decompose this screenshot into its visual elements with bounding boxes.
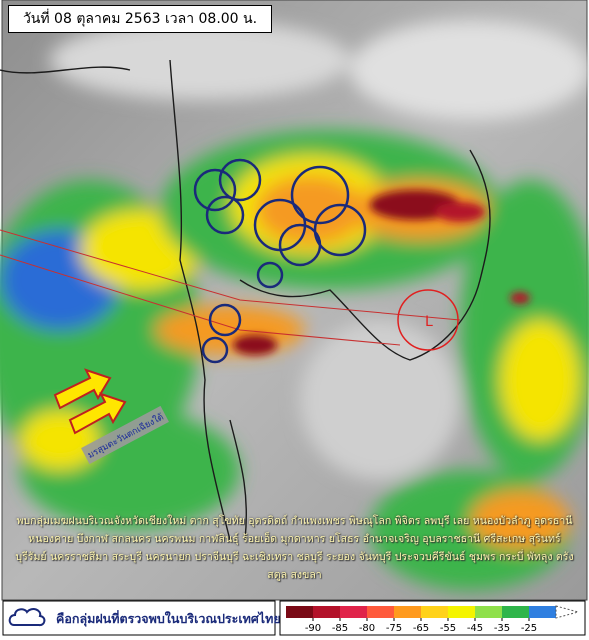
colorbar-tick-label: -90 [305, 623, 321, 634]
title: วันที่ 08 ตุลาคม 2563 เวลา 08.00 น. [8, 5, 272, 33]
colorbar-segment [340, 606, 367, 618]
monsoon-arrows [53, 368, 127, 435]
colorbar-segment [313, 606, 340, 618]
colorbar-tick-label: -75 [386, 623, 402, 634]
colorbar-segment [448, 606, 475, 618]
intense-cells [233, 190, 530, 355]
colorbar-tick-label: -35 [494, 623, 510, 634]
monsoon-label-box [81, 405, 169, 465]
colorbar-tick-label: -80 [359, 623, 375, 634]
colorbar-tick-label: -55 [440, 623, 456, 634]
low-pressure-circle [397, 289, 459, 351]
colorbar-segment [394, 606, 421, 618]
colorbar-segment [502, 606, 529, 618]
colorbar-tick-label: -25 [521, 623, 537, 634]
coastlines [0, 59, 491, 541]
colorbar-end [555, 605, 580, 619]
colorbar-segment [367, 606, 394, 618]
colorbar-segment [286, 606, 313, 618]
colorbar: -90 -85 -80 -75 -65 -55 -45 -35 -25 [286, 605, 580, 634]
colorbar-tick-label: -85 [332, 623, 348, 634]
summary-text: พบกลุ่มเมฆฝนบริเวณจังหวัดเชียงใหม่ ตาก ส… [15, 515, 574, 581]
colorbar-segment [475, 606, 502, 618]
low-pressure-label: L [425, 314, 433, 330]
rain-cloud-outlines [193, 158, 367, 364]
colorbar-segment [529, 606, 556, 618]
legend-label: คือกลุ่มฝนที่ตรวจพบในบริเวณประเทศไทย [56, 610, 281, 627]
monsoon-lines [0, 229, 461, 346]
legend-cloud-icon [8, 608, 46, 627]
colorbar-tick-label: -45 [467, 623, 483, 634]
colorbar-segment [421, 606, 448, 618]
legend-box [2, 600, 276, 636]
colorbar-tick-label: -65 [413, 623, 429, 634]
cloud-field [0, 20, 589, 590]
